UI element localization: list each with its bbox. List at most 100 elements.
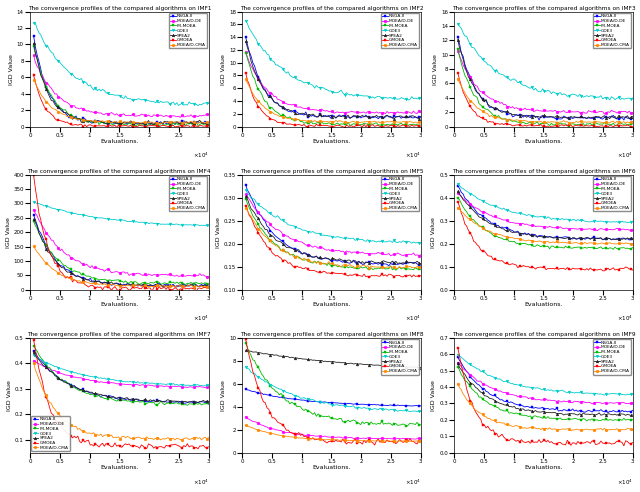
Text: $\times10^{4}$: $\times10^{4}$: [404, 314, 420, 323]
MOEA/D-CMA: [282, 115, 290, 121]
GDE3: [200, 383, 207, 389]
MOEA/D-CMA: [488, 417, 495, 423]
IM-MOEA: [282, 398, 290, 404]
GDE3: [403, 407, 410, 413]
Line: MOEA/D-DE: MOEA/D-DE: [456, 191, 634, 232]
SPEA2: [332, 359, 340, 365]
GMOEA: [417, 273, 424, 278]
GMOEA: [615, 438, 623, 444]
NSGA-II: [495, 107, 502, 113]
Y-axis label: IGD Value: IGD Value: [6, 217, 10, 247]
MOEA/D-CMA: [495, 420, 502, 426]
MOEA/D-DE: [346, 434, 354, 440]
NSGA-II: [346, 115, 354, 121]
MOEA/D-DE: [205, 274, 212, 279]
MOEA/D-DE: [70, 257, 78, 263]
MOEA/D-CMA: [198, 119, 205, 125]
GMOEA: [629, 440, 637, 446]
NSGA-II: [134, 120, 141, 126]
Text: $\times10^{4}$: $\times10^{4}$: [193, 314, 209, 323]
GDE3: [403, 96, 410, 102]
NSGA-II: [629, 235, 637, 241]
MOEA/D-DE: [203, 274, 211, 279]
IM-MOEA: [136, 281, 143, 287]
GDE3: [454, 21, 461, 27]
MOEA/D-DE: [134, 113, 141, 119]
X-axis label: Evaluations.: Evaluations.: [524, 139, 563, 144]
GDE3: [558, 92, 566, 98]
MOEA/D-CMA: [282, 250, 290, 256]
GDE3: [629, 392, 637, 398]
MOEA/D-CMA: [332, 262, 340, 268]
MOEA/D-CMA: [417, 264, 424, 270]
Line: GMOEA: GMOEA: [456, 346, 634, 447]
Title: The convergence profiles of the compared algorithms on IMF6: The convergence profiles of the compared…: [452, 169, 636, 174]
Title: The convergence profiles of the compared algorithms on IMF2: The convergence profiles of the compared…: [239, 5, 423, 10]
SPEA2: [417, 114, 424, 120]
Legend: NSGA-II, MOEA/D-DE, IM-MOEA, GDE3, SPEA2, GMOEA, MOEA/D-CMA: NSGA-II, MOEA/D-DE, IM-MOEA, GDE3, SPEA2…: [381, 176, 419, 212]
IM-MOEA: [622, 121, 630, 127]
GDE3: [346, 92, 354, 98]
NSGA-II: [544, 405, 552, 411]
SPEA2: [616, 115, 624, 121]
X-axis label: Evaluations.: Evaluations.: [524, 302, 563, 308]
GMOEA: [134, 123, 141, 129]
GDE3: [205, 383, 212, 389]
MOEA/D-DE: [177, 115, 184, 121]
NSGA-II: [134, 397, 141, 403]
SPEA2: [332, 115, 340, 121]
MOEA/D-CMA: [70, 277, 78, 283]
IM-MOEA: [63, 379, 71, 385]
Line: SPEA2: SPEA2: [456, 190, 634, 241]
MOEA/D-CMA: [198, 437, 205, 443]
MOEA/D-DE: [454, 48, 461, 54]
GMOEA: [198, 123, 205, 128]
SPEA2: [613, 116, 621, 122]
GMOEA: [454, 345, 461, 351]
GMOEA: [404, 438, 412, 444]
MOEA/D-CMA: [403, 438, 410, 444]
MOEA/D-CMA: [404, 264, 412, 270]
GMOEA: [30, 337, 38, 343]
IM-MOEA: [63, 110, 71, 116]
MOEA/D-DE: [346, 248, 354, 254]
GMOEA: [410, 123, 417, 129]
SPEA2: [403, 113, 410, 119]
SPEA2: [408, 364, 415, 370]
NSGA-II: [141, 122, 149, 127]
GMOEA: [193, 123, 200, 129]
MOEA/D-CMA: [408, 438, 415, 444]
SPEA2: [622, 236, 630, 242]
SPEA2: [191, 399, 198, 404]
Text: $\times10^{4}$: $\times10^{4}$: [193, 151, 209, 160]
MOEA/D-CMA: [332, 118, 340, 123]
MOEA/D-DE: [242, 191, 250, 197]
GDE3: [242, 187, 250, 193]
MOEA/D-CMA: [629, 241, 637, 246]
NSGA-II: [410, 403, 417, 409]
Line: IM-MOEA: IM-MOEA: [32, 220, 210, 286]
GMOEA: [205, 285, 212, 291]
GDE3: [495, 205, 502, 211]
GDE3: [196, 222, 204, 228]
IM-MOEA: [454, 195, 461, 201]
IM-MOEA: [193, 120, 200, 125]
GDE3: [454, 352, 461, 358]
GMOEA: [134, 285, 141, 291]
NSGA-II: [616, 116, 624, 122]
IM-MOEA: [629, 245, 637, 250]
MOEA/D-DE: [63, 252, 71, 258]
SPEA2: [346, 360, 354, 366]
GDE3: [242, 364, 250, 369]
Line: MOEA/D-DE: MOEA/D-DE: [244, 416, 422, 440]
Legend: NSGA-II, MOEA/D-DE, IM-MOEA, GDE3, SPEA2, GMOEA, MOEA/D-CMA: NSGA-II, MOEA/D-DE, IM-MOEA, GDE3, SPEA2…: [593, 13, 632, 48]
IM-MOEA: [495, 113, 502, 119]
SPEA2: [629, 412, 637, 418]
NSGA-II: [171, 284, 179, 290]
MOEA/D-CMA: [193, 120, 200, 126]
SPEA2: [30, 349, 38, 355]
MOEA/D-CMA: [558, 119, 566, 125]
MOEA/D-CMA: [408, 119, 415, 125]
SPEA2: [627, 412, 635, 418]
SPEA2: [615, 411, 623, 417]
